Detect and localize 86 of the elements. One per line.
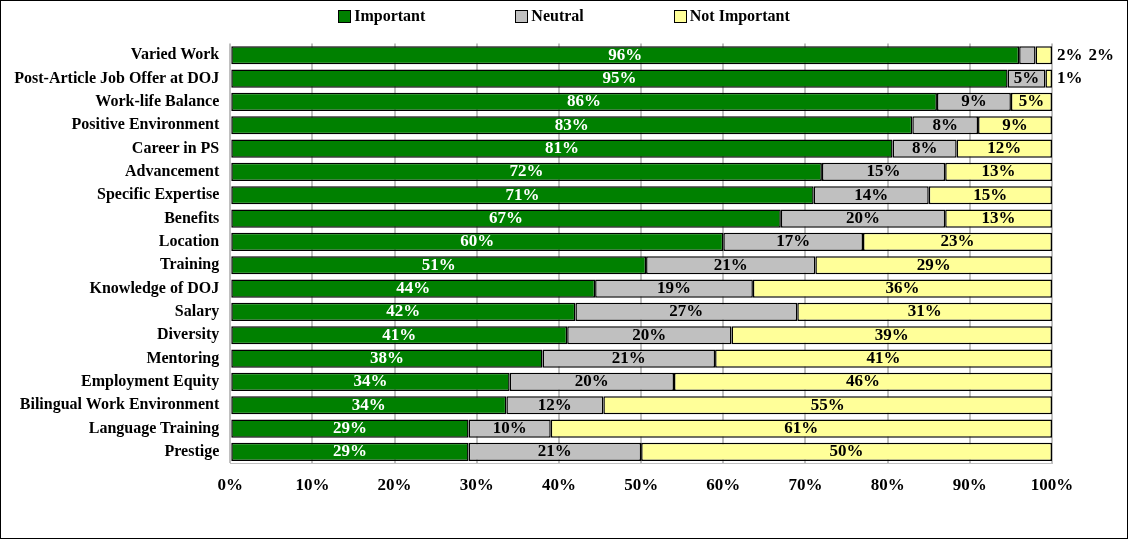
data-label: 20% [632,324,667,344]
x-tick-label: 10% [295,475,330,495]
data-label: 29% [916,254,951,274]
y-tick-label: Varied Work [130,45,220,63]
data-label: 15% [973,184,1008,204]
data-label: 5% [1013,67,1040,87]
data-label: 81% [544,137,579,157]
data-label: 21% [537,441,572,461]
data-label: 71% [505,184,540,204]
y-tick-label: Prestige [164,442,220,461]
data-label: 61% [784,417,819,437]
legend-label: Neutral [531,7,584,25]
data-label: 41% [866,347,901,367]
data-label: 96% [608,44,643,64]
data-label: 2% [1088,44,1114,64]
data-label: 83% [554,114,589,134]
data-label: 34% [353,371,388,391]
x-tick-label: 50% [624,475,659,495]
data-label: 15% [866,161,901,181]
data-label: 38% [369,347,404,367]
x-tick-label: 80% [870,475,905,495]
data-label: 14% [854,184,889,204]
y-tick-label: Post-Article Job Offer at DOJ [14,68,220,86]
y-tick-label: Location [158,232,220,250]
y-tick-label: Knowledge of DOJ [89,278,220,297]
data-label: 34% [351,394,386,414]
data-label: 29% [332,441,367,461]
data-label: 39% [874,324,909,344]
data-label: 46% [846,371,880,391]
data-label: 21% [713,254,748,274]
y-tick-label: Employment Equity [81,372,220,391]
data-label: 12% [987,137,1022,157]
data-label: 8% [932,114,958,134]
data-label: 12% [537,394,572,414]
data-label: 20% [846,207,880,227]
y-tick-label: Advancement [125,162,220,180]
data-label: 9% [1002,114,1028,134]
data-label: 42% [386,301,421,321]
data-label: 23% [940,231,975,251]
data-label: 17% [776,231,811,251]
data-label: 19% [657,277,691,297]
x-tick-label: 90% [952,475,987,495]
data-label: 29% [332,417,367,437]
data-label: 31% [907,301,942,321]
data-label: 20% [574,371,609,391]
data-label: 50% [829,441,864,461]
y-tick-label: Mentoring [146,348,220,367]
data-label: 55% [810,394,845,414]
y-tick-label: Language Training [88,418,220,437]
legend-label: Not Important [689,7,790,25]
y-tick-label: Salary [174,302,220,321]
y-tick-label: Training [159,255,220,274]
y-tick-label: Positive Environment [71,115,220,133]
data-label: 95% [602,67,637,87]
x-tick-label: 30% [459,475,494,495]
series-label: Important [354,7,426,25]
data-label: 2% [1057,44,1083,64]
data-label: 9% [961,91,987,111]
data-label: 13% [981,161,1016,181]
x-tick-label: 70% [788,475,823,495]
y-tick-label: Specific Expertise [97,185,220,204]
data-label: 21% [611,347,646,367]
data-label: 8% [911,137,938,157]
y-tick-label: Career in PS [131,138,220,156]
data-label: 60% [460,231,495,251]
y-tick-label: Work-life Balance [95,92,220,110]
data-label: 72% [509,161,544,181]
x-tick-label: 20% [377,475,412,495]
x-tick-label: 0% [217,475,244,495]
data-label: 10% [492,417,527,437]
data-label: 5% [1018,91,1045,111]
y-tick-label: Bilingual Work Environment [19,395,220,414]
x-tick-label: 40% [541,475,576,495]
data-label: 67% [489,207,524,227]
data-label: 13% [981,207,1016,227]
data-label: 44% [396,277,431,297]
data-label: 1% [1057,67,1083,87]
y-tick-label: Benefits [164,208,220,226]
data-label: 86% [567,91,602,111]
data-label: 51% [421,254,456,274]
x-tick-label: 60% [706,475,741,495]
data-label: 36% [885,277,920,297]
data-label: 27% [669,301,704,321]
x-tick-label: 100% [1030,475,1074,495]
y-tick-label: Diversity [157,325,220,344]
data-label: 41% [382,324,417,344]
